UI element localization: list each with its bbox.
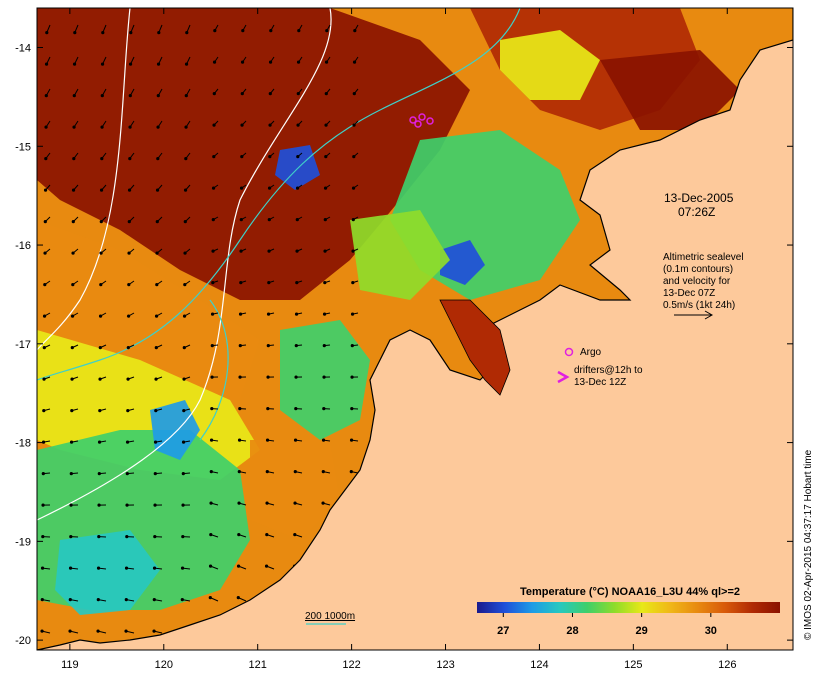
lon-tick-label: 126 xyxy=(718,659,736,671)
altimetry-line: 13-Dec 07Z xyxy=(663,288,715,299)
date-label: 13-Dec-2005 xyxy=(664,191,734,205)
depth-legend-label: 200 1000m xyxy=(305,611,355,622)
argo-label: Argo xyxy=(580,347,602,358)
altimetry-line: 0.5m/s (1kt 24h) xyxy=(663,300,735,311)
colorbar-tick-label: 27 xyxy=(497,625,509,637)
lon-tick-label: 122 xyxy=(342,659,360,671)
lat-tick-label: -15 xyxy=(15,141,31,153)
colorbar-tick-label: 28 xyxy=(566,625,578,637)
lat-tick-label: -14 xyxy=(15,43,31,55)
colorbar-gradient xyxy=(477,602,780,613)
colorbar-tick-label: 29 xyxy=(636,625,648,637)
altimetry-line: and velocity for xyxy=(663,276,731,287)
lon-tick-label: 121 xyxy=(249,659,267,671)
lon-tick-label: 120 xyxy=(155,659,173,671)
colorbar-tick-label: 30 xyxy=(705,625,717,637)
lat-tick-label: -16 xyxy=(15,240,31,252)
map-plot-area xyxy=(37,8,820,680)
lon-tick-label: 125 xyxy=(624,659,642,671)
time-label: 07:26Z xyxy=(678,205,715,219)
lon-tick-label: 124 xyxy=(530,659,548,671)
colorbar-title: Temperature (°C) NOAA16_L3U 44% ql>=2 xyxy=(520,586,740,598)
drifters-line: drifters@12h to xyxy=(574,365,643,376)
lat-tick-label: -17 xyxy=(15,339,31,351)
lat-tick-label: -20 xyxy=(15,635,31,647)
lon-tick-label: 119 xyxy=(61,659,79,671)
altimetry-line: (0.1m contours) xyxy=(663,264,733,275)
lat-tick-label: -18 xyxy=(15,438,31,450)
credit-label: © IMOS 02-Apr-2015 04:37:17 Hobart time xyxy=(803,449,814,640)
drifters-line: 13-Dec 12Z xyxy=(574,377,626,388)
lon-tick-label: 123 xyxy=(436,659,454,671)
lat-tick-label: -19 xyxy=(15,536,31,548)
altimetry-line: Altimetric sealevel xyxy=(663,252,744,263)
